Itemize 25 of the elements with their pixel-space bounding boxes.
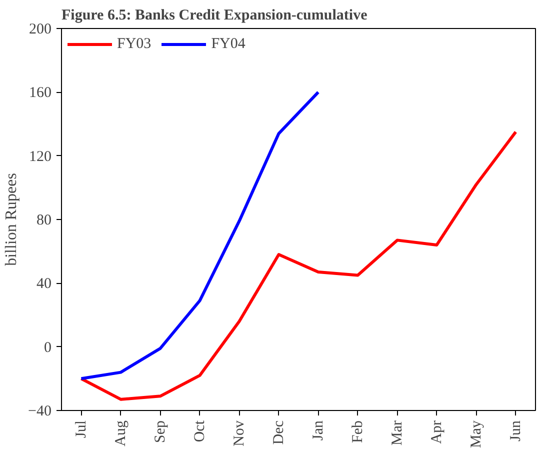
x-tick-label: Nov — [231, 420, 248, 446]
line-series — [80, 130, 518, 401]
y-tick-label: −40 — [28, 404, 52, 420]
x-tick-label: Jan — [310, 420, 326, 440]
y-tick-label: 0 — [44, 340, 52, 356]
line-series — [80, 90, 320, 380]
x-tick-label: May — [468, 420, 484, 448]
x-tick-label: Jun — [508, 420, 524, 442]
x-tick-label: Apr — [428, 420, 445, 444]
y-axis-title: billion Rupees — [3, 173, 20, 266]
x-tick-label: Jul — [73, 420, 90, 438]
y-tick-label: 120 — [29, 148, 52, 165]
x-tick-label: Mar — [389, 420, 406, 446]
y-tick-label: 40 — [36, 276, 52, 292]
y-tick-label: 200 — [29, 22, 52, 38]
x-tick-label: Oct — [192, 420, 208, 442]
x-tick-label: Aug — [112, 420, 129, 446]
y-tick-label: 80 — [36, 212, 52, 228]
x-tick-label: Dec — [270, 420, 287, 445]
legend-label: FY03 — [117, 36, 152, 52]
chart-title: Figure 6.5: Banks Credit Expansion-cumulative — [62, 8, 368, 24]
y-tick-label: 160 — [29, 85, 52, 102]
legend-label: FY04 — [211, 36, 246, 52]
x-tick-label: Sep — [152, 420, 168, 443]
x-tick-label: Feb — [350, 420, 366, 443]
